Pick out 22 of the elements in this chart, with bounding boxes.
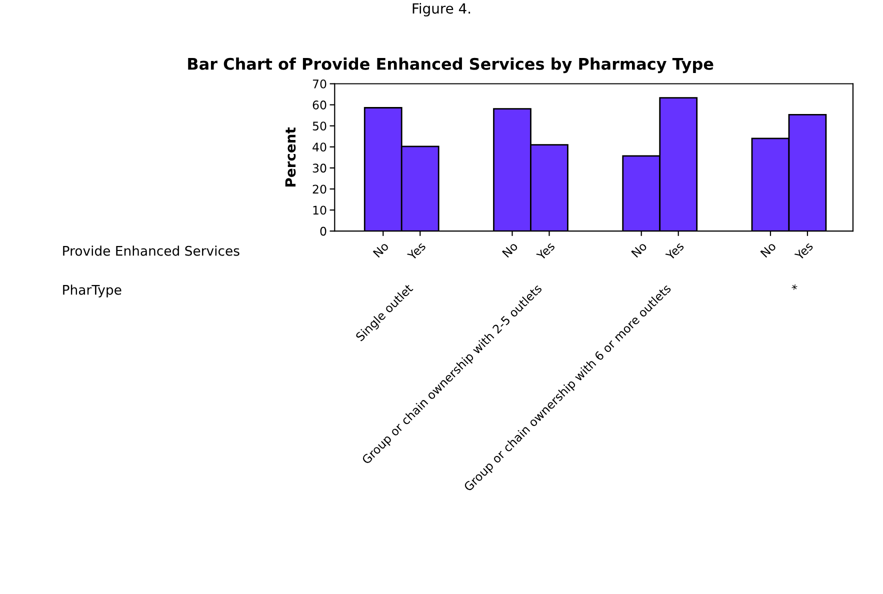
caption: Figure 4. — [412, 2, 470, 16]
y-tick-label: 0 — [320, 226, 326, 236]
text: Provide Enhanced Services — [63, 246, 240, 256]
y-tick-label: 20 — [312, 184, 326, 194]
x-tick-label: Yes — [406, 241, 426, 261]
x-tick-label: Yes — [794, 241, 814, 261]
text: * — [790, 283, 798, 291]
text: PharType — [63, 284, 122, 298]
x-tick-label: No — [372, 242, 390, 258]
y-tick-label: 30 — [312, 164, 326, 173]
y-tick-label: 10 — [313, 206, 326, 215]
y-tick-label: 60 — [312, 100, 326, 110]
x-tick-label: No — [760, 242, 776, 258]
y-tick-label: 50 — [312, 122, 326, 130]
y-axis-title: Percent — [285, 127, 296, 186]
y-tick-label: 70 — [312, 79, 326, 88]
y-tick-label: 40 — [312, 142, 326, 152]
x-tick-label: No — [502, 242, 518, 258]
x-tick-label: No — [631, 242, 648, 258]
x-tick-label: Yes — [665, 241, 684, 261]
x-tick-label: Yes — [536, 241, 556, 261]
chart-title: Bar Chart of Provide Enhanced Services by Pharmacy Type — [188, 58, 714, 74]
